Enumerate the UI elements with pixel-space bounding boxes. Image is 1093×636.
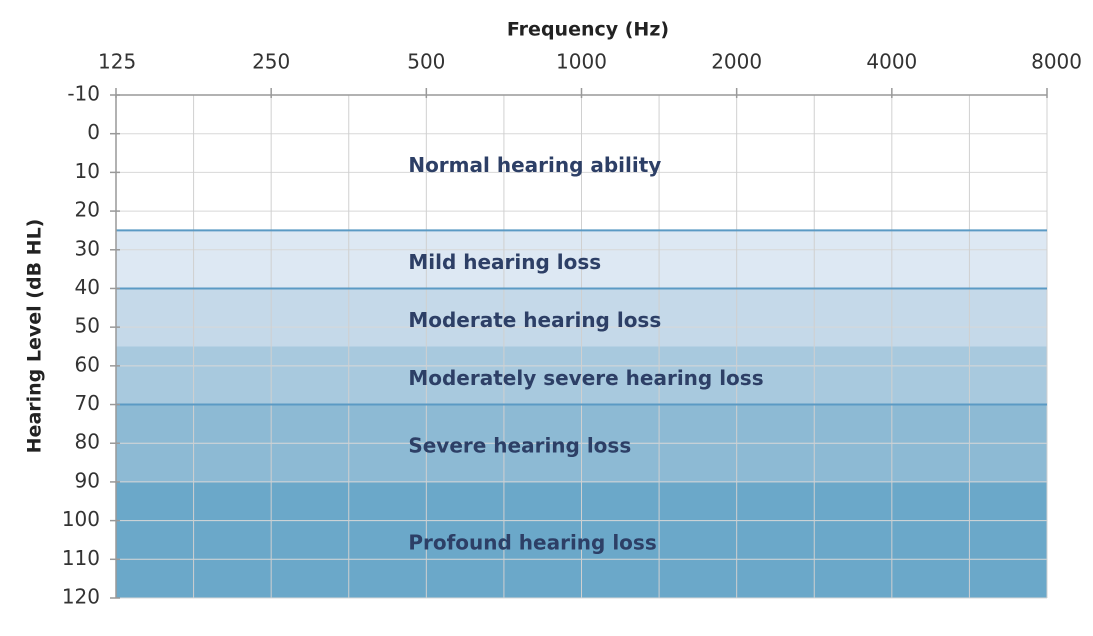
band-label: Profound hearing loss	[408, 530, 656, 554]
band-label: Severe hearing loss	[408, 434, 631, 458]
x-tick-label: 250	[252, 50, 290, 74]
band-label: Moderately severe hearing loss	[408, 366, 763, 390]
y-tick-label: 40	[75, 275, 100, 299]
y-tick-label: 60	[75, 352, 100, 376]
y-tick-label: 20	[75, 198, 100, 222]
x-tick-label: 125	[98, 50, 136, 74]
y-tick-label: 10	[75, 159, 100, 183]
y-tick-label: 70	[75, 391, 100, 415]
y-tick-label: 100	[62, 507, 100, 531]
y-tick-label: 30	[75, 236, 100, 260]
y-tick-label: 120	[62, 585, 100, 609]
y-tick-label: 50	[75, 314, 100, 338]
x-tick-label: 500	[407, 50, 445, 74]
y-tick-label: 0	[87, 120, 100, 144]
x-tick-label: 1000	[556, 50, 607, 74]
y-tick-label: 110	[62, 546, 100, 570]
y-axis-title: Hearing Level (dB HL)	[24, 219, 46, 454]
x-axis-title: Frequency (Hz)	[507, 19, 669, 41]
band-label: Mild hearing loss	[408, 250, 601, 274]
x-tick-label: 2000	[711, 50, 762, 74]
y-tick-label: 90	[75, 468, 100, 492]
band-label: Normal hearing ability	[408, 153, 661, 177]
band-label: Moderate hearing loss	[408, 308, 661, 332]
y-tick-label: -10	[67, 82, 100, 106]
x-tick-label: 4000	[866, 50, 917, 74]
x-tick-label: 8000	[1031, 50, 1082, 74]
y-tick-label: 80	[75, 430, 100, 454]
